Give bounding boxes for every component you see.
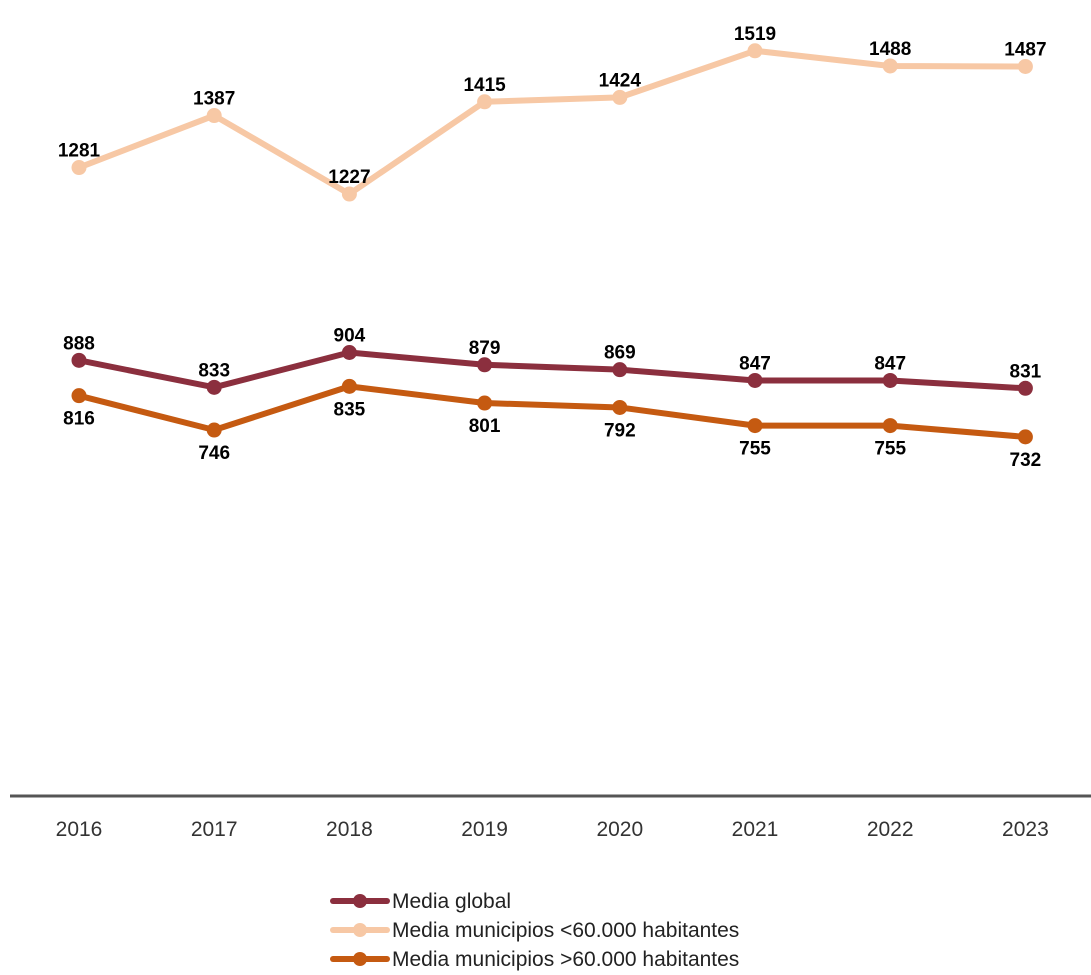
- x-tick-label: 2023: [1002, 818, 1049, 841]
- data-label: 801: [469, 416, 501, 437]
- data-point: [71, 160, 87, 176]
- data-point: [341, 186, 357, 202]
- data-point: [747, 372, 763, 388]
- series-line: [76, 47, 1029, 198]
- data-label: 746: [198, 443, 230, 464]
- x-tick-label: 2022: [867, 818, 914, 841]
- data-label: 1281: [58, 141, 101, 162]
- data-label: 1415: [463, 75, 506, 96]
- legend-marker: [353, 952, 367, 966]
- data-point: [1017, 429, 1033, 445]
- data-label: 847: [739, 353, 771, 374]
- data-point: [882, 372, 898, 388]
- series-lines: [71, 43, 1033, 445]
- data-label: 816: [63, 409, 95, 430]
- data-point: [612, 362, 628, 378]
- series-line: [76, 383, 1029, 440]
- data-point: [341, 378, 357, 394]
- data-label: 904: [334, 325, 366, 346]
- data-label: 792: [604, 420, 636, 441]
- data-label: 755: [874, 439, 906, 460]
- legend-label: Media global: [392, 890, 511, 913]
- data-point: [71, 388, 87, 404]
- data-point: [1017, 380, 1033, 396]
- x-tick-label: 2016: [56, 818, 103, 841]
- data-point: [747, 43, 763, 59]
- data-label: 835: [334, 399, 366, 420]
- data-point: [206, 422, 222, 438]
- data-label: 1227: [328, 167, 370, 188]
- data-label: 831: [1010, 361, 1042, 382]
- data-label: 879: [469, 338, 501, 359]
- data-point: [341, 344, 357, 360]
- data-point: [477, 395, 493, 411]
- x-tick-label: 2019: [461, 818, 508, 841]
- legend-marker: [353, 923, 367, 937]
- data-point: [882, 418, 898, 434]
- data-label: 732: [1010, 450, 1042, 471]
- x-tick-label: 2017: [191, 818, 238, 841]
- data-label: 847: [874, 353, 906, 374]
- data-point: [612, 399, 628, 415]
- data-label: 1487: [1004, 39, 1046, 60]
- data-labels: 1281 1387 1227 1415 1424 1519 1488 1487 888 833 90…: [58, 24, 1047, 471]
- x-tick-label: 2021: [732, 818, 779, 841]
- data-label: 833: [198, 360, 230, 381]
- data-label: 888: [63, 333, 95, 354]
- x-tick-label: 2018: [326, 818, 373, 841]
- data-label: 1387: [193, 89, 235, 110]
- series-line: [76, 349, 1029, 392]
- data-label: 1424: [599, 70, 642, 91]
- data-point: [71, 352, 87, 368]
- x-tick-label: 2020: [596, 818, 643, 841]
- data-label: 755: [739, 439, 771, 460]
- legend-marker: [353, 894, 367, 908]
- legend-label: Media municipios <60.000 habitantes: [392, 919, 739, 942]
- data-label: 1519: [734, 24, 776, 45]
- data-point: [612, 89, 628, 105]
- x-axis-ticks: 2016 2017 2018 2019 2020 2021 2022 2023: [56, 818, 1049, 841]
- data-point: [206, 379, 222, 395]
- data-label: 1488: [869, 39, 911, 60]
- legend: Media global Media municipios <60.000 hab…: [330, 890, 739, 971]
- data-point: [882, 58, 898, 74]
- data-point: [477, 94, 493, 110]
- data-point: [1017, 58, 1033, 74]
- data-point: [747, 418, 763, 434]
- data-point: [477, 357, 493, 373]
- data-point: [206, 108, 222, 124]
- data-label: 869: [604, 343, 636, 364]
- legend-label: Media municipios >60.000 habitantes: [392, 948, 739, 971]
